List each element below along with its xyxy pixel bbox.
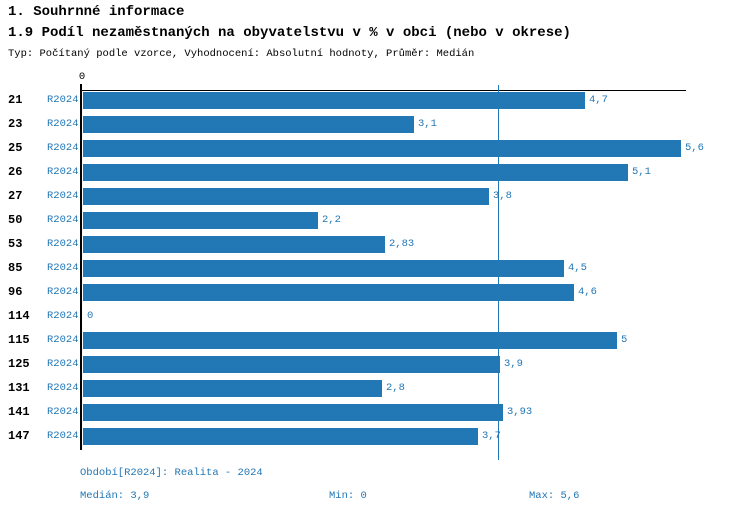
- row-category-label: 141: [8, 405, 30, 419]
- row-series-label: R2024: [47, 142, 79, 154]
- row-category-label: 23: [8, 117, 23, 131]
- row-category-label: 115: [8, 333, 30, 347]
- bar-value-label: 2,2: [322, 214, 341, 226]
- row-series-label: R2024: [47, 406, 79, 418]
- row-category-label: 85: [8, 261, 23, 275]
- row-series-label: R2024: [47, 430, 79, 442]
- bar: [83, 236, 385, 253]
- x-axis-line: [81, 90, 686, 91]
- bar-value-label: 3,1: [418, 118, 437, 130]
- bar: [83, 404, 503, 421]
- bar: [83, 332, 617, 349]
- row-category-label: 96: [8, 285, 23, 299]
- bar-value-label: 5,6: [685, 142, 704, 154]
- bar: [83, 380, 382, 397]
- row-category-label: 53: [8, 237, 23, 251]
- row-series-label: R2024: [47, 262, 79, 274]
- bar-value-label: 4,6: [578, 286, 597, 298]
- row-series-label: R2024: [47, 94, 79, 106]
- bar: [83, 212, 318, 229]
- bar-value-label: 5: [621, 334, 628, 346]
- row-series-label: R2024: [47, 190, 79, 202]
- bar-value-label: 3,8: [493, 190, 512, 202]
- chart-meta-line: Typ: Počítaný podle vzorce, Vyhodnocení:…: [8, 48, 475, 60]
- row-category-label: 25: [8, 141, 23, 155]
- bar: [83, 164, 628, 181]
- row-series-label: R2024: [47, 310, 79, 322]
- footer-min-stat: Min: 0: [329, 490, 367, 502]
- row-category-label: 147: [8, 429, 30, 443]
- bar-value-label: 4,7: [589, 94, 608, 106]
- bar: [83, 260, 564, 277]
- row-series-label: R2024: [47, 238, 79, 250]
- row-series-label: R2024: [47, 214, 79, 226]
- bar-value-label: 2,8: [386, 382, 405, 394]
- row-series-label: R2024: [47, 286, 79, 298]
- bar: [83, 140, 681, 157]
- bar-value-label: 3,9: [504, 358, 523, 370]
- bar-value-label: 2,83: [389, 238, 415, 250]
- bar-value-label: 3,93: [507, 406, 533, 418]
- bar-value-label: 4,5: [568, 262, 587, 274]
- row-series-label: R2024: [47, 382, 79, 394]
- row-category-label: 125: [8, 357, 30, 371]
- bar: [83, 356, 500, 373]
- row-series-label: R2024: [47, 358, 79, 370]
- footer-max-stat: Max: 5,6: [529, 490, 580, 502]
- row-series-label: R2024: [47, 166, 79, 178]
- row-category-label: 114: [8, 309, 30, 323]
- row-category-label: 21: [8, 93, 23, 107]
- row-series-label: R2024: [47, 118, 79, 130]
- report-section-title: 1. Souhrnné informace: [8, 4, 185, 20]
- bar-value-label: 3,7: [482, 430, 501, 442]
- chart-title: 1.9 Podíl nezaměstnaných na obyvatelstvu…: [8, 25, 571, 41]
- row-category-label: 50: [8, 213, 23, 227]
- row-category-label: 27: [8, 189, 23, 203]
- row-category-label: 131: [8, 381, 30, 395]
- bar: [83, 188, 489, 205]
- bar: [83, 284, 574, 301]
- footer-median-stat: Medián: 3,9: [80, 490, 150, 502]
- row-series-label: R2024: [47, 334, 79, 346]
- bar: [83, 116, 414, 133]
- bar: [83, 428, 478, 445]
- footer-period-label: Období[R2024]: Realita - 2024: [80, 467, 263, 479]
- row-category-label: 26: [8, 165, 23, 179]
- x-axis-zero-tick-label: 0: [78, 71, 86, 83]
- bar: [83, 92, 585, 109]
- y-axis-line: [80, 84, 82, 450]
- bar-value-label: 5,1: [632, 166, 651, 178]
- bar-value-label: 0: [87, 310, 94, 322]
